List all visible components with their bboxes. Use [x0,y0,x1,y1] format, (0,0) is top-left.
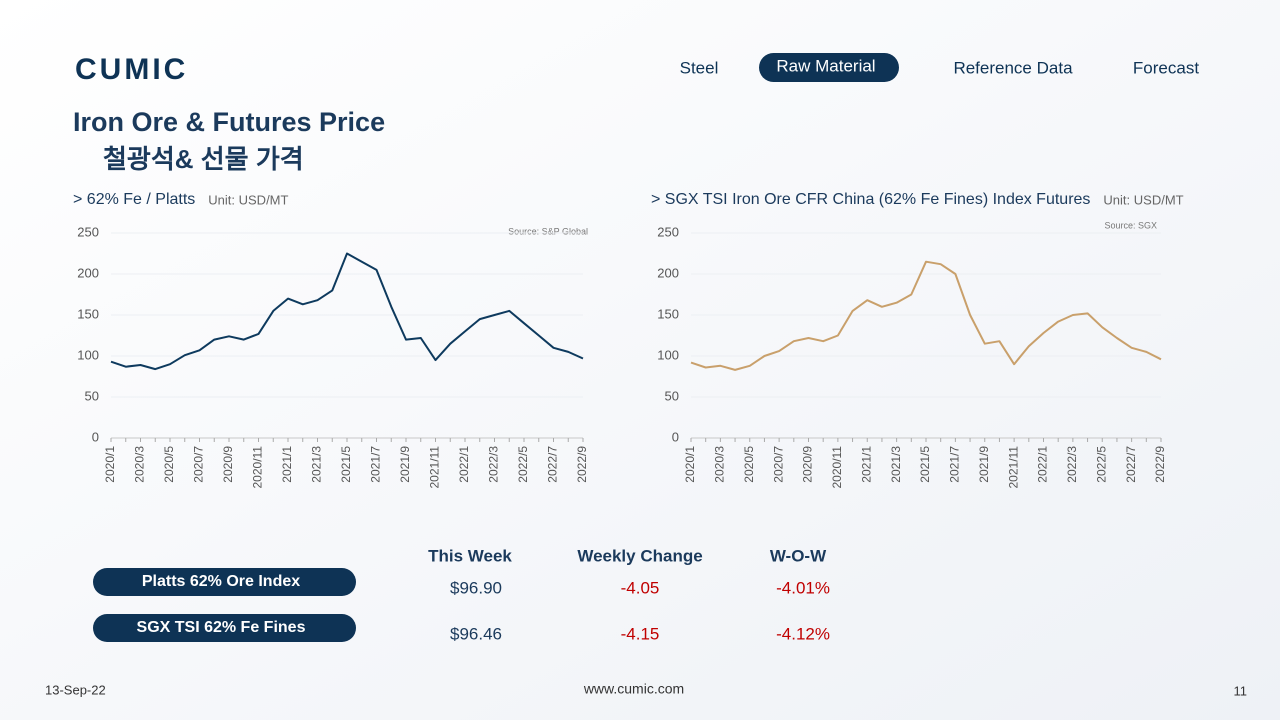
x-tick-label: 2020/9 [801,446,815,483]
x-tick-label: 2022/9 [575,446,589,483]
chart-source: Source: S&P Global [508,226,588,236]
page-title: Iron Ore & Futures Price [73,107,385,137]
x-tick-label: 2021/7 [948,446,962,483]
page-subtitle: 철광석& 선물 가격 [103,144,304,174]
x-tick-label: 2020/11 [830,446,844,489]
nav-item[interactable]: Steel [680,58,719,77]
x-tick-label: 2020/7 [192,446,206,483]
x-tick-label: 2021/11 [428,446,442,489]
y-tick-label: 250 [77,224,99,239]
row-label: SGX TSI 62% Fe Fines [137,619,306,636]
price-line [690,260,1162,371]
x-tick-label: 2020/1 [683,446,697,483]
nav-item[interactable]: Reference Data [953,58,1073,77]
x-tick-label: 2021/1 [859,446,873,483]
x-tick-label: 2022/3 [487,446,501,483]
y-tick-label: 150 [657,306,679,321]
x-tick-label: 2021/11 [1006,446,1020,489]
x-tick-label: 2020/3 [713,446,727,483]
x-tick-label: 2022/7 [1124,446,1138,483]
x-tick-label: 2022/3 [1065,446,1079,483]
chart-unit: Unit: USD/MT [1103,192,1183,207]
weekly-change: -4.15 [621,624,660,643]
x-tick-label: 2022/7 [546,446,560,483]
y-tick-label: 150 [77,306,99,321]
table-header: Weekly Change [577,546,702,565]
nav-item[interactable]: Forecast [1133,58,1199,77]
table-header: This Week [428,546,512,565]
x-tick-label: 2021/1 [280,446,294,483]
wow-change: -4.01% [776,578,830,597]
row-pill [93,614,356,642]
x-tick-label: 2022/1 [457,446,471,483]
price: $96.90 [450,578,502,597]
x-tick-label: 2020/9 [221,446,235,483]
x-tick-label: 2022/9 [1153,446,1167,483]
y-tick-label: 50 [85,388,99,403]
x-tick-label: 2021/7 [369,446,383,483]
x-tick-label: 2020/5 [742,446,756,483]
logo: CUMIC [75,53,188,86]
x-tick-label: 2020/5 [162,446,176,483]
page-number: 11 [1234,683,1248,698]
y-tick-label: 200 [77,265,99,280]
wow-change: -4.12% [776,624,830,643]
footer-url: www.cumic.com [583,681,684,697]
y-tick-label: 50 [665,388,679,403]
footer-date: 13-Sep-22 [45,682,106,697]
x-tick-label: 2021/9 [977,446,991,483]
weekly-change: -4.05 [621,578,660,597]
chart-title: > SGX TSI Iron Ore CFR China (62% Fe Fin… [651,191,1090,208]
x-tick-label: 2021/5 [339,446,353,483]
y-tick-label: 0 [672,429,679,444]
price: $96.46 [450,624,502,643]
y-tick-label: 0 [92,429,99,444]
nav-active-pill[interactable] [759,53,899,82]
nav-item[interactable]: Raw Material [776,56,875,75]
x-tick-label: 2020/11 [251,446,265,489]
x-tick-label: 2022/5 [516,446,530,483]
x-tick-label: 2022/1 [1036,446,1050,483]
x-tick-label: 2021/3 [889,446,903,483]
chart-unit: Unit: USD/MT [208,192,288,207]
x-tick-label: 2020/1 [103,446,117,483]
chart-title: > 62% Fe / Platts [73,191,195,208]
x-tick-label: 2022/5 [1094,446,1108,483]
row-label: Platts 62% Ore Index [142,573,300,590]
x-tick-label: 2020/7 [771,446,785,483]
price-line [110,252,584,371]
x-tick-label: 2021/9 [398,446,412,483]
y-tick-label: 100 [77,347,99,362]
table-header: W-O-W [770,546,827,565]
x-tick-label: 2021/5 [918,446,932,483]
x-tick-label: 2020/3 [133,446,147,483]
x-tick-label: 2021/3 [310,446,324,483]
row-pill [93,568,356,596]
y-tick-label: 250 [657,224,679,239]
y-tick-label: 200 [657,265,679,280]
y-tick-label: 100 [657,347,679,362]
chart-source: Source: SGX [1104,220,1157,230]
